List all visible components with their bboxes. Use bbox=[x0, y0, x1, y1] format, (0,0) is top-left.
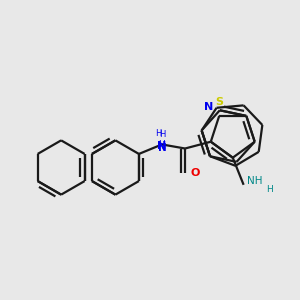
Text: N: N bbox=[157, 141, 167, 151]
Text: H: H bbox=[155, 129, 162, 138]
Text: O: O bbox=[190, 168, 200, 178]
Text: NH: NH bbox=[247, 176, 262, 186]
Text: H: H bbox=[266, 185, 272, 194]
Text: N: N bbox=[204, 102, 213, 112]
Text: H: H bbox=[159, 130, 165, 140]
Text: H: H bbox=[159, 140, 165, 149]
Text: N: N bbox=[158, 143, 166, 153]
Text: S: S bbox=[215, 98, 223, 107]
